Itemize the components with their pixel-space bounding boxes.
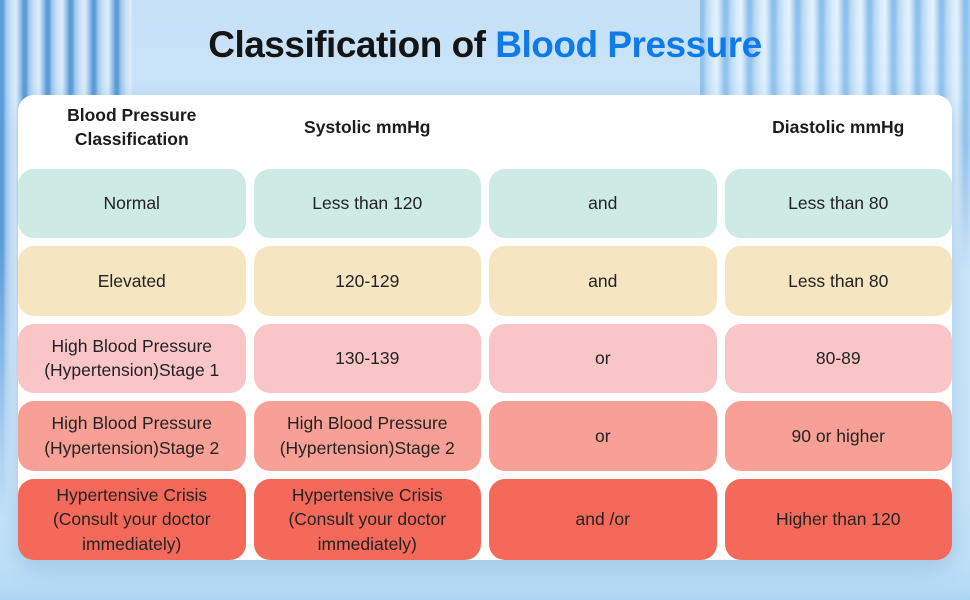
cell-diastolic: 80-89	[724, 323, 952, 394]
cell-connector-label: and	[588, 193, 618, 214]
header-systolic: Systolic mmHg	[253, 95, 481, 161]
cell-connector-label: or	[594, 425, 611, 446]
cell-systolic-label: 120-129	[335, 270, 400, 291]
bottom-water-band	[0, 566, 970, 600]
cell-diastolic-label: 80-89	[815, 348, 861, 369]
page-title: Classification of Blood Pressure	[0, 24, 970, 66]
cell-connector: or	[489, 323, 717, 394]
cell-connector-label: and	[588, 270, 618, 291]
cell-diastolic-label: Less than 80	[788, 270, 889, 291]
cell-systolic: Less than 120	[253, 169, 481, 239]
cell-diastolic-label: Less than 80	[788, 193, 889, 214]
cell-classification: High Blood Pressure (Hypertension)Stage …	[18, 401, 246, 471]
cell-diastolic-label: 90 or higher	[791, 425, 885, 446]
cell-connector: or	[489, 401, 717, 471]
cell-classification: Hypertensive Crisis (Consult your doctor…	[18, 478, 246, 560]
cell-systolic: Hypertensive Crisis (Consult your doctor…	[253, 478, 481, 560]
cell-classification-label: Elevated	[97, 270, 166, 291]
header-connector	[489, 95, 717, 161]
page-title-highlight: Blood Pressure	[495, 24, 762, 65]
cell-diastolic: Less than 80	[724, 169, 952, 239]
cell-connector: and	[489, 246, 717, 316]
cell-connector-label: or	[594, 348, 611, 369]
cell-diastolic: 90 or higher	[724, 401, 952, 471]
header-diastolic: Diastolic mmHg	[724, 95, 952, 161]
cell-diastolic: Higher than 120	[724, 478, 952, 560]
cell-systolic: High Blood Pressure (Hypertension)Stage …	[253, 401, 481, 471]
cell-classification: High Blood Pressure (Hypertension)Stage …	[18, 323, 246, 394]
cell-connector-label: and /or	[575, 509, 630, 529]
blood-pressure-table: Blood Pressure Classification Systolic m…	[18, 95, 952, 560]
cell-classification-label: Hypertensive Crisis (Consult your doctor…	[52, 484, 211, 554]
cell-diastolic: Less than 80	[724, 246, 952, 316]
cell-classification: Normal	[18, 169, 246, 239]
cell-diastolic-label: Higher than 120	[775, 509, 901, 529]
cell-classification-label: High Blood Pressure (Hypertension)Stage …	[44, 335, 220, 381]
header-classification: Blood Pressure Classification	[18, 95, 246, 161]
cell-classification-label: Normal	[103, 193, 160, 214]
cell-systolic-label: Hypertensive Crisis (Consult your doctor…	[288, 484, 447, 554]
cell-systolic-label: 130-139	[335, 348, 400, 369]
cell-systolic-label: High Blood Pressure (Hypertension)Stage …	[279, 413, 455, 458]
cell-systolic: 130-139	[253, 323, 481, 394]
cell-connector: and /or	[489, 478, 717, 560]
cell-classification: Elevated	[18, 246, 246, 316]
cell-systolic: 120-129	[253, 246, 481, 316]
cell-classification-label: High Blood Pressure (Hypertension)Stage …	[44, 413, 220, 458]
cell-connector: and	[489, 169, 717, 239]
page-title-prefix: Classification of	[208, 24, 486, 65]
cell-systolic-label: Less than 120	[312, 193, 423, 214]
